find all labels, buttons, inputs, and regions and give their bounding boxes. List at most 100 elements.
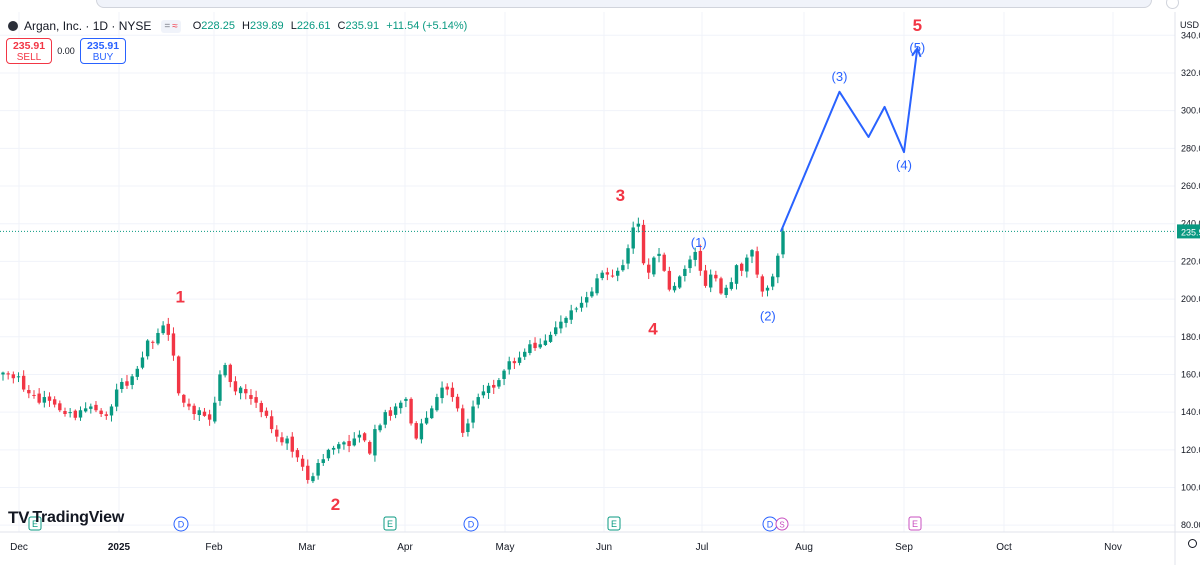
candle [445,386,449,390]
wave-label-minor: (3) [832,69,848,84]
trade-panel: 235.91 SELL 0.00 235.91 BUY [6,38,126,64]
dividend-marker [173,516,189,532]
candle [331,447,336,450]
ohlc-readout: O228.25 H239.89 L226.61 C235.91 +11.54 (… [192,20,468,32]
candle [776,255,780,278]
candle [145,340,150,357]
candle [171,333,176,356]
price-tick-label: 140.00 [1181,407,1200,417]
earnings-marker-label: E [387,519,393,529]
candles [0,217,1175,484]
candle [21,375,26,390]
candle [275,429,279,437]
candle [176,356,181,394]
wave-icon[interactable]: ≈ [172,20,178,32]
time-tick-label: Jun [596,542,612,553]
close-icon[interactable] [1166,0,1179,9]
candle [579,302,584,308]
change-value: +11.54 (+5.14%) [386,20,468,32]
candle [264,410,269,416]
candle [218,374,222,401]
last-price-tag [1177,224,1200,239]
candle [352,438,356,446]
sell-button[interactable]: 235.91 SELL [6,38,52,64]
candle [78,410,83,418]
candle [228,364,232,382]
candle [321,459,325,463]
projection-path [780,46,922,232]
candle [269,416,274,430]
candle [342,442,346,445]
candle [683,268,687,276]
candle [466,423,470,433]
candle [750,250,754,257]
candle [734,265,739,284]
candle [63,411,67,415]
time-axis: Dec 2025 Feb Mar Apr May Jun Jul Aug Sep Oct Nov [10,542,1122,553]
candle [605,272,610,275]
candle [455,396,460,409]
event-marker-label: S [779,521,784,530]
time-tick-label: Apr [397,542,413,553]
candle [388,410,393,416]
candle [337,444,341,449]
candle [99,410,103,415]
candle [300,458,305,467]
wave-label-major: 2 [331,495,340,514]
candle [290,436,294,452]
candle [461,408,465,433]
time-tick-label: Sep [895,542,913,553]
candle [254,397,258,403]
candle [223,365,227,376]
event-marker [775,517,789,531]
symbol-title[interactable]: Argan, Inc. · 1D · NYSE [24,19,152,33]
price-tick-label: 240.00 [1181,219,1200,229]
candle [11,374,16,379]
candle [280,437,284,443]
candle [213,402,217,422]
candle [590,291,594,297]
toggle-group[interactable]: = ≈ [161,19,181,33]
candle [714,274,718,279]
equals-icon[interactable]: = [164,20,171,32]
candle [724,287,728,296]
candle [130,376,134,385]
candle [73,410,78,418]
candle [393,406,398,415]
candle [244,389,248,394]
candle [481,391,486,396]
candle [729,282,734,289]
price-tick-label: 100.00 [1181,483,1200,493]
candle [543,340,548,346]
candle [610,275,615,277]
candle [42,397,47,403]
candle [430,408,434,419]
candle [698,250,703,271]
tradingview-mark-icon: TV [8,508,30,527]
candle [83,408,88,412]
candle [538,344,542,348]
candle [770,276,775,287]
candle [621,265,625,271]
candle [316,463,320,476]
candle [559,321,563,329]
candle [311,476,315,482]
candle [507,361,511,370]
settings-icon[interactable] [1188,539,1197,548]
time-tick-label: 2025 [108,542,131,553]
candle [419,423,424,440]
candle [238,387,243,394]
earnings-marker [607,516,621,531]
candle [362,433,367,441]
candle [574,308,579,310]
wave-label-minor: (4) [896,158,912,173]
candle [564,317,568,323]
candle [89,406,93,409]
candle [114,389,119,407]
earnings-marker-label: E [32,519,38,529]
candle [476,397,480,405]
buy-button[interactable]: 235.91 BUY [80,38,126,64]
candle [125,381,129,386]
